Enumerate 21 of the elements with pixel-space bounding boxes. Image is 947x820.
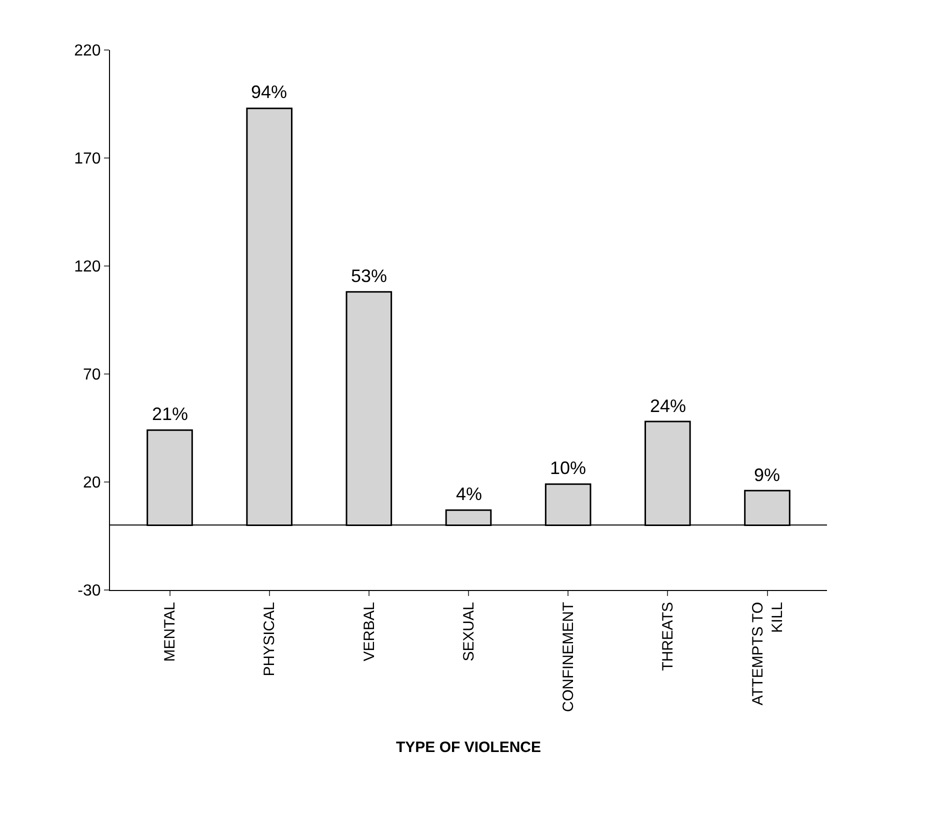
y-tick-label: 20	[83, 474, 101, 492]
annotation: 94%	[251, 82, 288, 102]
y-tick-label: 70	[83, 366, 101, 384]
x-tick-label: CONFINEMENT	[560, 602, 577, 712]
annotation: 24%	[650, 396, 686, 416]
annotation: 53%	[351, 266, 388, 286]
x-tick-label: VERBAL	[360, 602, 378, 662]
y-tick-label: 170	[74, 150, 101, 168]
x-tick-label: SEXUAL	[460, 602, 478, 662]
annotation: 21%	[152, 404, 188, 424]
x-tick-label: THREATS	[660, 602, 677, 671]
y-tick-label: 120	[74, 258, 101, 276]
y-tick-label: 220	[74, 42, 101, 60]
x-tick-label: ATTEMPTS TO KILL	[749, 602, 786, 706]
x-tick-label: MENTAL	[162, 602, 179, 662]
x-axis-title: TYPE OF VIOLENCE	[396, 739, 542, 756]
y-tick-label: -30	[78, 582, 101, 600]
annotation: 9%	[754, 465, 780, 485]
x-tick-label: PHYSICAL	[261, 602, 278, 676]
annotation: 4%	[456, 484, 482, 504]
annotation: 10%	[550, 458, 586, 478]
